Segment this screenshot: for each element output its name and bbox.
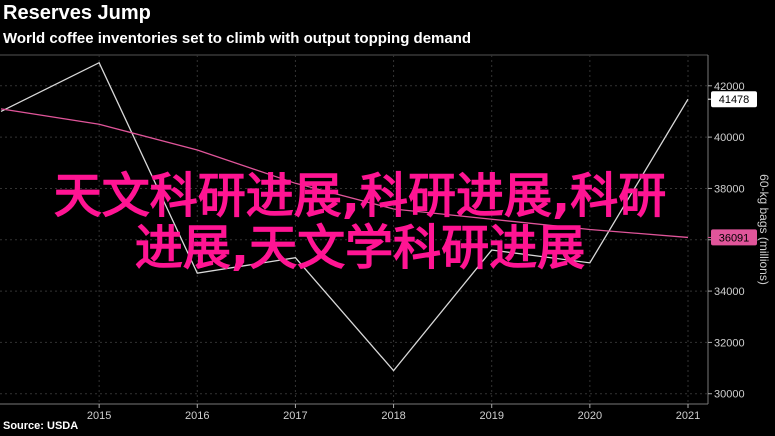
series-stocks-line xyxy=(0,61,689,372)
overlay-line-1: 天文科研进展,科研进展,科研 xyxy=(53,168,667,224)
y-tick-label: 32000 xyxy=(714,337,745,349)
overlay-line-2: 进展,天文学科研进展 xyxy=(134,220,586,276)
x-tick-label: 2016 xyxy=(185,410,209,422)
trend-last-value-badge-label: 36091 xyxy=(719,232,750,244)
x-tick-label: 2018 xyxy=(381,410,405,422)
stocks-last-value-badge-label: 41478 xyxy=(719,94,750,106)
overlay-text: 天文科研进展,科研进展,科研 进展,天文学科研进展 xyxy=(0,170,720,274)
x-tick-label: 2015 xyxy=(87,410,111,422)
y-tick-label: 30000 xyxy=(714,389,745,401)
x-tick-label: 2020 xyxy=(578,410,602,422)
stocks-last-value-badge xyxy=(711,91,757,108)
x-tick-label: 2021 xyxy=(676,410,700,422)
y-tick-label: 42000 xyxy=(714,81,745,93)
chart-subtitle: World coffee inventories set to climb wi… xyxy=(3,30,472,47)
series-trend-line xyxy=(0,108,689,239)
trend-last-value-badge xyxy=(711,229,757,246)
y-tick-label: 38000 xyxy=(714,183,745,195)
chart-title: Reserves Jump xyxy=(3,2,151,24)
y-tick-label: 34000 xyxy=(714,286,745,298)
y-axis-title: 60-kg bags (millions) xyxy=(757,174,771,285)
x-tick-label: 2019 xyxy=(479,410,503,422)
y-tick-label: 40000 xyxy=(714,132,745,144)
source-note: Source: USDA xyxy=(3,420,79,432)
x-tick-label: 2017 xyxy=(283,410,307,422)
